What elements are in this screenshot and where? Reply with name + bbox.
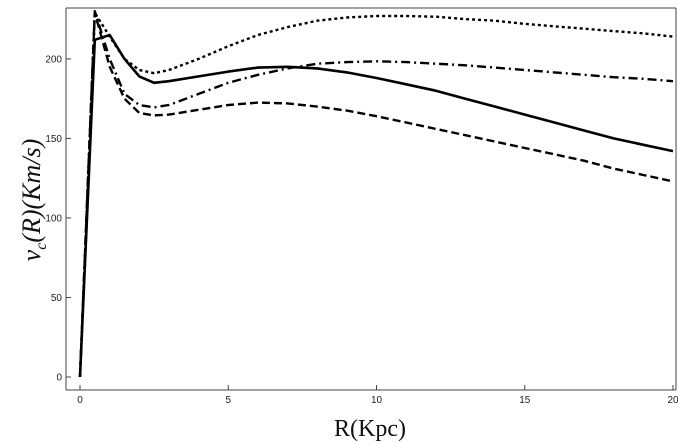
y-label-subscript: c bbox=[33, 243, 50, 250]
y-tick-label: 50 bbox=[51, 293, 63, 304]
y-axis-label: vc(R)(Km/s) bbox=[17, 139, 50, 262]
y-axis-label-group: vc(R)(Km/s) bbox=[17, 139, 50, 262]
y-label-rest: (R)(Km/s) bbox=[17, 139, 46, 243]
x-tick-label: 20 bbox=[667, 395, 678, 406]
series-line-dash-dot bbox=[78, 10, 674, 378]
y-axis-ticks: 0 50 100 150 200 bbox=[45, 54, 71, 384]
plot-frame bbox=[65, 7, 677, 391]
y-tick-label: 100 bbox=[45, 213, 62, 224]
x-tick-label: 10 bbox=[371, 395, 383, 406]
x-axis-ticks: 0 5 10 15 20 bbox=[77, 385, 678, 406]
y-tick-label: 0 bbox=[56, 373, 62, 384]
x-tick-label: 15 bbox=[519, 395, 531, 406]
y-label-v: v bbox=[17, 249, 46, 261]
series-line-solid bbox=[78, 33, 674, 378]
x-tick-label: 5 bbox=[225, 395, 231, 406]
series-line-dotted bbox=[78, 11, 674, 378]
y-tick-label: 200 bbox=[45, 54, 62, 65]
x-tick-label: 0 bbox=[77, 395, 83, 406]
series-line-dashed bbox=[78, 11, 674, 378]
y-tick-label: 150 bbox=[45, 134, 62, 145]
x-axis-label: R(Kpc) bbox=[334, 416, 406, 442]
series-layer bbox=[78, 10, 674, 378]
